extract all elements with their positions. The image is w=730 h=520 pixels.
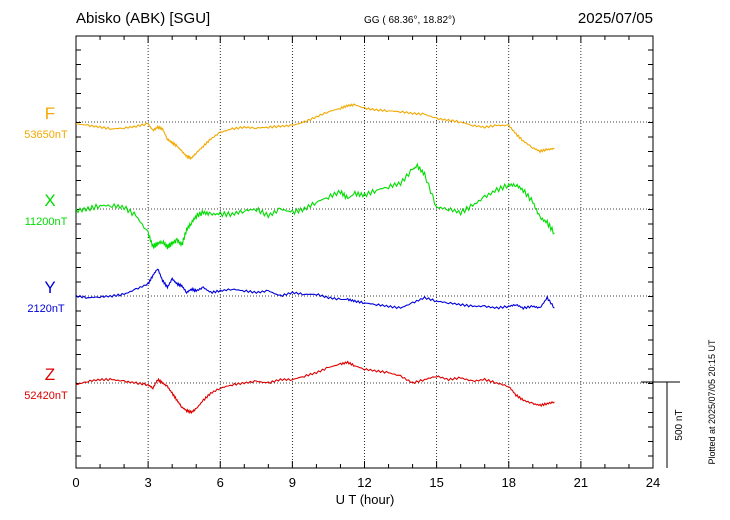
x-tick-label: 3	[145, 475, 152, 490]
scale-bar: 500 nT	[641, 381, 685, 468]
scale-bar-label: 500 nT	[674, 409, 685, 440]
x-tick-label: 9	[289, 475, 296, 490]
series-line-f	[75, 103, 555, 161]
series-line-z	[75, 360, 555, 415]
series-label-f: F	[45, 104, 55, 123]
plot-date: 2025/07/05	[577, 10, 653, 27]
series-labels: F 53650nT X 11200nT Y 2120nT Z 52420nT	[24, 104, 68, 402]
x-tick-label: 21	[574, 475, 588, 490]
station-title: Abisko (ABK) [SGU]	[76, 10, 211, 27]
series-line-x	[75, 162, 555, 250]
grid-lines	[76, 36, 653, 468]
series-label-y: Y	[44, 278, 55, 297]
x-tick-label: 18	[502, 475, 516, 490]
series-baseline-z: 52420nT	[24, 390, 68, 402]
x-tick-label: 12	[357, 475, 371, 490]
x-tick-label: 15	[429, 475, 443, 490]
series-baseline-f: 53650nT	[24, 129, 68, 141]
series-group	[75, 103, 555, 415]
tick-marks	[75, 36, 654, 468]
series-label-x: X	[44, 191, 55, 210]
x-tick-label: 0	[72, 475, 79, 490]
plotted-timestamp: Plotted at 2025/07/05 20:15 UT	[707, 339, 717, 465]
x-tick-labels: 0 3 6 9 12 15 18 21 24	[72, 475, 660, 490]
x-tick-label: 24	[646, 475, 660, 490]
x-axis-label: U T (hour)	[336, 492, 395, 507]
series-line-y	[75, 268, 555, 311]
series-label-z: Z	[45, 365, 55, 384]
series-baseline-y: 2120nT	[27, 303, 65, 315]
station-coordinates: GG ( 68.36°, 18.82°)	[364, 15, 456, 26]
x-tick-label: 6	[217, 475, 224, 490]
series-baseline-x: 11200nT	[25, 216, 68, 228]
